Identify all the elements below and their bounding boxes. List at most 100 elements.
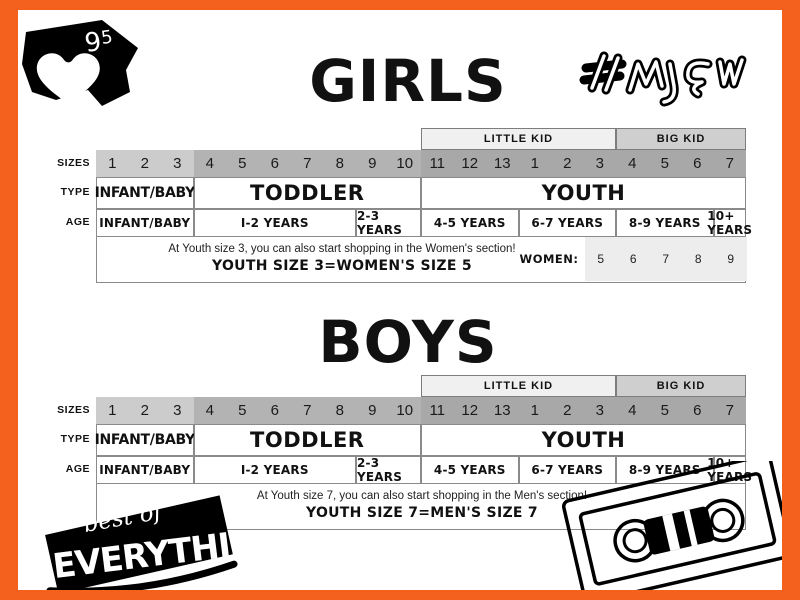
boys-type-cell: TODDLER bbox=[193, 424, 421, 456]
girls-size-cell: 13 bbox=[486, 150, 519, 177]
girls-size-cell: 7 bbox=[713, 150, 746, 177]
boys-size-cell: 4 bbox=[193, 397, 226, 424]
boys-size-cell: 7 bbox=[713, 397, 746, 424]
boys-sizes-label: SIZES bbox=[57, 404, 90, 416]
boys-size-cell: 1 bbox=[96, 397, 129, 424]
girls-size-cell: 1 bbox=[96, 150, 129, 177]
girls-sizes-row: SIZES 1 2 3 4 5 6 7 8 9 10 11 12 13 1 2 3 4 5 6 7 bbox=[57, 150, 746, 177]
boys-size-cell: 6 bbox=[258, 397, 291, 424]
poster-canvas: 9 5 bbox=[18, 10, 782, 590]
boys-size-cell: 8 bbox=[323, 397, 356, 424]
girls-size-cell: 11 bbox=[421, 150, 454, 177]
kid-band-label: LITTLE KID bbox=[483, 380, 554, 392]
boys-age-cell: 6-7 YEARS bbox=[518, 456, 616, 484]
boys-size-cell: 3 bbox=[583, 397, 616, 424]
girls-note-line1: At Youth size 3, you can also start shop… bbox=[168, 243, 516, 255]
boys-size-cell: 6 bbox=[681, 397, 714, 424]
boys-kid-band-big-kid: BIG KID bbox=[616, 375, 746, 397]
dsw-logo: 9 5 bbox=[18, 14, 155, 124]
girls-age-cell: 10+ YEARS bbox=[707, 209, 753, 237]
girls-size-cell: 10 bbox=[388, 150, 421, 177]
girls-type-label: TYPE bbox=[60, 186, 90, 198]
girls-size-cell: 7 bbox=[291, 150, 324, 177]
girls-size-cell: 4 bbox=[616, 150, 649, 177]
boys-note-text: At Youth size 7, you can also start shop… bbox=[97, 488, 747, 523]
boys-age-cell: 2-3 YEARS bbox=[356, 456, 421, 484]
women-conversion-value: 8 bbox=[694, 252, 702, 266]
girls-size-cell: 2 bbox=[551, 150, 584, 177]
girls-size-cell: 3 bbox=[161, 150, 194, 177]
boys-size-cell: 2 bbox=[128, 397, 161, 424]
girls-age-cell: 8-9 YEARS bbox=[616, 209, 714, 237]
girls-size-cell: 5 bbox=[226, 150, 259, 177]
boys-kid-band: LITTLE KID BIG KID bbox=[96, 375, 746, 397]
girls-size-cell: 12 bbox=[453, 150, 486, 177]
girls-kid-band: LITTLE KID BIG KID bbox=[96, 128, 746, 150]
girls-age-cell: 2-3 YEARS bbox=[356, 209, 421, 237]
girls-size-cell: 1 bbox=[518, 150, 551, 177]
girls-age-cell: 4-5 YEARS bbox=[421, 209, 519, 237]
boys-size-cell: 3 bbox=[161, 397, 194, 424]
girls-type-cell: INFANT/BABY bbox=[95, 177, 195, 209]
boys-age-cell: I-2 YEARS bbox=[193, 456, 356, 484]
girls-type-cell: TODDLER bbox=[193, 177, 421, 209]
girls-type-cell: YOUTH bbox=[421, 177, 746, 209]
women-conversion-value: 6 bbox=[629, 252, 637, 266]
boys-size-cell: 13 bbox=[486, 397, 519, 424]
boys-note-line1: At Youth size 7, you can also start shop… bbox=[256, 490, 588, 502]
girls-sizes-label: SIZES bbox=[57, 157, 90, 169]
best-of-everything-logo: best of EVERYTHING bbox=[28, 480, 243, 590]
boys-type-cell: INFANT/BABY bbox=[95, 424, 195, 456]
boys-note-line2: YOUTH SIZE 7=MEN'S SIZE 7 bbox=[306, 505, 538, 521]
boys-type-cell: YOUTH bbox=[421, 424, 746, 456]
girls-age-cell: INFANT/BABY bbox=[96, 209, 194, 237]
svg-text:9: 9 bbox=[83, 27, 104, 59]
boys-kid-band-little-kid: LITTLE KID bbox=[421, 375, 616, 397]
boys-type-row: TYPE INFANT/BABY TODDLER YOUTH bbox=[61, 424, 746, 456]
girls-note-line2: YOUTH SIZE 3=WOMEN'S SIZE 5 bbox=[212, 258, 472, 274]
cassette-tape-doodle bbox=[562, 461, 782, 590]
girls-size-cell: 2 bbox=[128, 150, 161, 177]
svg-text:5: 5 bbox=[100, 27, 114, 49]
boys-size-cell: 2 bbox=[551, 397, 584, 424]
girls-size-cell: 6 bbox=[258, 150, 291, 177]
boys-size-cell: 7 bbox=[291, 397, 324, 424]
girls-kid-band-big-kid: BIG KID bbox=[616, 128, 746, 150]
boys-section-title: BOYS bbox=[318, 308, 498, 376]
girls-age-row: AGE INFANT/BABY I-2 YEARS 2-3 YEARS 4-5 YEA… bbox=[66, 209, 753, 237]
boys-age-cell: INFANT/BABY bbox=[96, 456, 194, 484]
women-conversion-strip bbox=[584, 237, 747, 281]
girls-age-cell: I-2 YEARS bbox=[193, 209, 356, 237]
boys-size-cell: 10 bbox=[388, 397, 421, 424]
women-conversion-value: 7 bbox=[662, 252, 670, 266]
girls-age-label: AGE bbox=[65, 216, 90, 228]
girls-size-chart: LITTLE KID BIG KID SIZES 1 2 3 4 5 6 7 8 9 10 11 12 1… bbox=[57, 128, 753, 283]
girls-size-cell: 3 bbox=[583, 150, 616, 177]
girls-size-cell: 9 bbox=[356, 150, 389, 177]
girls-note-text: At Youth size 3, you can also start shop… bbox=[18, 241, 667, 276]
boys-age-label: AGE bbox=[65, 463, 90, 475]
girls-age-cell: 6-7 YEARS bbox=[518, 209, 616, 237]
boys-type-label: TYPE bbox=[60, 433, 90, 445]
boys-size-cell: 5 bbox=[226, 397, 259, 424]
boys-size-cell: 5 bbox=[648, 397, 681, 424]
girls-section-title: GIRLS bbox=[309, 47, 507, 115]
kid-band-label: BIG KID bbox=[656, 380, 706, 392]
boys-sizes-row: SIZES 1 2 3 4 5 6 7 8 9 10 11 12 13 1 2 3 4 5 6 7 bbox=[57, 397, 746, 424]
girls-size-cell: 4 bbox=[193, 150, 226, 177]
girls-note: At Youth size 3, you can also start shop… bbox=[96, 237, 747, 283]
kid-band-label: LITTLE KID bbox=[483, 133, 554, 145]
women-conversion-value: 9 bbox=[727, 252, 735, 266]
kid-band-label: BIG KID bbox=[656, 133, 706, 145]
girls-size-cell: 6 bbox=[681, 150, 714, 177]
boys-age-row: AGE INFANT/BABY I-2 YEARS 2-3 YEARS 4-5 YEA… bbox=[66, 456, 752, 484]
girls-kid-band-little-kid: LITTLE KID bbox=[421, 128, 616, 150]
girls-size-cell: 5 bbox=[648, 150, 681, 177]
boys-age-cell: 4-5 YEARS bbox=[421, 456, 519, 484]
boys-size-cell: 1 bbox=[518, 397, 551, 424]
women-conversion-value: 5 bbox=[597, 252, 605, 266]
boys-size-cell: 12 bbox=[453, 397, 486, 424]
boys-size-cell: 9 bbox=[356, 397, 389, 424]
boys-size-cell: 11 bbox=[421, 397, 454, 424]
